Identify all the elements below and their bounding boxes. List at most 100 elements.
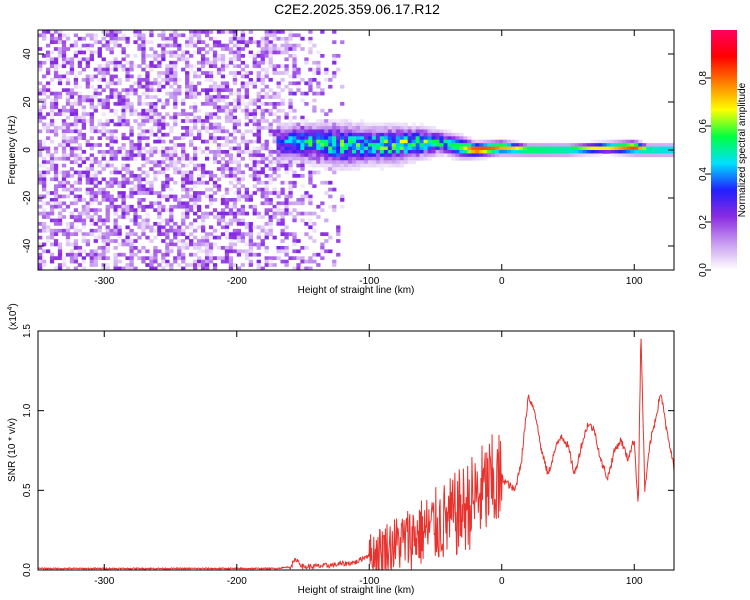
spectrogram-cell (129, 88, 134, 93)
spectrogram-cell (324, 67, 329, 72)
spectrogram-cell (169, 115, 174, 120)
spectrogram-cell (169, 36, 174, 41)
spectrogram-cell (105, 47, 110, 51)
spectrogram-cell (77, 146, 83, 151)
spectrogram-cell (157, 191, 162, 195)
spectrogram-cell (316, 156, 321, 161)
spectrogram-cell (121, 252, 126, 257)
spectrogram-cell (121, 184, 126, 189)
spectrogram-cell (181, 50, 186, 55)
spectrogram-cell (153, 266, 158, 271)
spectrogram-cell (419, 122, 424, 127)
spectrogram-cell (97, 64, 102, 69)
spectrogram-cell (73, 252, 79, 257)
spectrogram-cell (69, 105, 75, 110)
spectrogram-cell (224, 47, 230, 51)
spectrogram-cell (121, 98, 126, 103)
spectrogram-cell (503, 153, 508, 158)
spectrogram-cell (582, 146, 587, 151)
spectrogram-cell (264, 54, 269, 58)
spectrogram-cell (38, 143, 43, 147)
spectrogram-cell (244, 81, 249, 86)
spectrogram-cell (145, 84, 150, 89)
spectrogram-cell (185, 84, 190, 89)
spectrogram-cell (284, 211, 289, 216)
spectrogram-cell (101, 122, 106, 127)
spectrogram-cell (65, 228, 71, 233)
spectrogram-cell (149, 108, 154, 113)
spectrogram-cell (379, 163, 385, 168)
spectrogram-cell (61, 47, 67, 51)
spectrogram-cell (236, 146, 242, 151)
spectrogram-cell (41, 215, 47, 219)
spectrogram-cell (352, 167, 357, 171)
spectrogram-cell (173, 242, 178, 247)
spectrogram-cell (236, 228, 242, 233)
spectrogram-cell (300, 36, 305, 41)
spectrogram-cell (367, 153, 373, 158)
spectrogram-cell (240, 232, 245, 237)
page-title: C2E2.2025.359.06.17.R12 (274, 1, 440, 17)
spectrogram-cell (483, 153, 488, 158)
spectrogram-cell (340, 132, 345, 137)
spectrogram-cell (61, 170, 67, 175)
spectrogram-cell (193, 201, 198, 206)
spectrogram-cell (252, 177, 257, 182)
spectrogram-cell (399, 146, 405, 151)
spectrogram-cell (224, 139, 230, 144)
spectrogram-cell (133, 218, 138, 223)
spectrogram-cell (77, 177, 83, 182)
spectrogram-cell (89, 126, 94, 130)
spectrogram-cell (284, 252, 289, 257)
spectrogram-cell (304, 156, 309, 161)
spectrogram-cell (244, 84, 249, 89)
spectrogram-cell (45, 95, 51, 99)
spectrogram-cell (387, 129, 393, 134)
spectrogram-cell (268, 177, 273, 182)
spectrogram-cell (232, 105, 238, 110)
spectrogram-cell (375, 139, 381, 144)
spectrogram-cell (141, 84, 146, 89)
spectrogram-cell (45, 153, 51, 158)
spectrogram-cell (515, 143, 520, 147)
spectrogram-cell (383, 156, 389, 161)
spectrogram-cell (117, 204, 122, 209)
spectrogram-cell (45, 211, 51, 216)
spectrogram-cell (232, 170, 238, 175)
spectrogram-cell (304, 222, 309, 226)
spectrogram-cell (161, 150, 166, 154)
spectrogram-cell (356, 126, 361, 130)
spectrogram-cell (129, 67, 134, 72)
spectrogram-cell (348, 139, 353, 144)
spectrogram-cell (101, 153, 106, 158)
spectrogram-cell (85, 81, 90, 86)
spectrogram-cell (117, 119, 122, 123)
spectrogram-cell (93, 95, 98, 99)
spectrogram-cell (284, 67, 289, 72)
spectrogram-cell (216, 105, 222, 110)
spectrogram-cell (81, 108, 86, 113)
spectrogram-cell (113, 252, 118, 257)
spectrogram-cell (228, 50, 234, 55)
spectrogram-cell (41, 225, 47, 230)
spectrogram-cell (240, 98, 245, 103)
spectrogram-cell (125, 43, 130, 48)
spectrogram-cell (292, 242, 297, 247)
spectrogram-cell (169, 228, 174, 233)
spectrogram-cell (149, 228, 154, 233)
spectrogram-cell (248, 71, 253, 75)
spectrogram-cell (200, 60, 206, 65)
spectrogram-cell (220, 74, 226, 79)
spectrogram-cell (236, 160, 242, 165)
spectrogram-cell (268, 263, 273, 267)
spectrogram-cell (300, 153, 305, 158)
spectrogram-cell (85, 95, 90, 99)
spectrogram-cell (121, 239, 126, 243)
spectrogram-cell (200, 54, 206, 58)
spectrogram-cell (53, 163, 59, 168)
spectrogram-cell (304, 153, 309, 158)
spectrogram-cell (197, 50, 202, 55)
spectrogram-cell (141, 187, 146, 192)
spectrogram-cell (169, 126, 174, 130)
spectrogram-cell (264, 191, 269, 195)
